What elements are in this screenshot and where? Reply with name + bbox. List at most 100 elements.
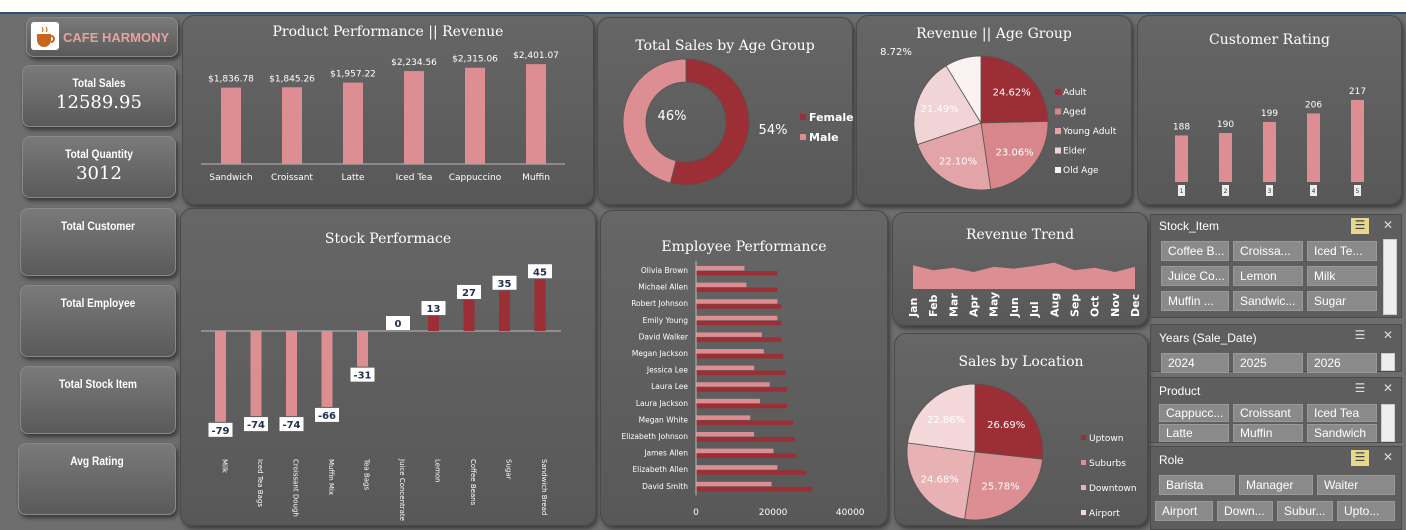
slice-label: 21.49% — [921, 104, 959, 115]
data-label: 0 — [395, 319, 402, 330]
bar — [343, 82, 363, 164]
tick-label: 4 — [1312, 188, 1316, 195]
pie-slice — [974, 383, 1044, 460]
clear-filter-icon[interactable]: ✕ — [1382, 328, 1394, 342]
slicer-item[interactable]: Iced Tea — [1307, 404, 1377, 422]
legend-swatch — [1055, 128, 1061, 134]
coffee-cup-icon — [31, 22, 59, 50]
data-label-box — [350, 367, 375, 382]
kpi-total-stock-item: Total Stock Item — [20, 366, 176, 434]
clear-filter-icon[interactable]: ✕ — [1382, 381, 1394, 395]
multi-select-icon[interactable]: ☰ — [1354, 328, 1366, 342]
slicer-item[interactable]: Subur... — [1277, 501, 1333, 521]
age-sales-card: Total Sales by Age Group 54% 46% Female Mal… — [597, 17, 854, 205]
revenue-trend-card: Revenue Trend Jan Feb Mar Apr May Jun Jul Aug Se… — [892, 212, 1148, 326]
tick-label: Nov — [1109, 292, 1122, 317]
pie-slice — [622, 58, 687, 184]
slicer-item[interactable]: Sugar — [1307, 291, 1377, 311]
legend-swatch — [1081, 485, 1086, 490]
slicer-title: Role — [1159, 453, 1184, 467]
tick-label: 2 — [1224, 188, 1228, 195]
slicer-item[interactable]: Coffee B... — [1161, 241, 1229, 261]
slicer-item[interactable]: Milk — [1307, 266, 1377, 286]
slicer-item[interactable]: Croissant — [1233, 404, 1303, 422]
slicer-item[interactable]: Latte — [1159, 424, 1229, 442]
slicer-item[interactable]: Cappucc... — [1159, 404, 1229, 422]
tick-label: Croissant Dough — [292, 459, 300, 517]
bar — [321, 331, 333, 407]
slicer-item[interactable]: Muffin — [1233, 424, 1303, 442]
data-label: -74 — [282, 420, 300, 431]
slicer-item[interactable]: Sandwic... — [1233, 291, 1303, 311]
multi-select-icon[interactable]: ☰ — [1351, 218, 1369, 234]
slicer-item[interactable]: Upto... — [1337, 501, 1395, 521]
pie-slice — [964, 451, 1044, 521]
bar-series-2 — [696, 304, 782, 309]
slicer-item[interactable]: Waiter — [1317, 475, 1395, 495]
tick-label: Coffee Beans — [469, 459, 477, 506]
kpi-total-customer: Total Customer — [20, 208, 176, 276]
legend-swatch — [800, 134, 806, 140]
clear-filter-icon[interactable]: ✕ — [1382, 450, 1394, 464]
tick-label: Iced Tea — [396, 173, 433, 183]
slicer-item[interactable]: Manager — [1239, 475, 1313, 495]
slicer-scrollbar[interactable] — [1383, 239, 1397, 315]
legend-label: Adult — [1063, 88, 1087, 98]
tick-label: Mar — [947, 293, 960, 317]
data-label: 188 — [1173, 122, 1190, 132]
slicer-item[interactable]: Juice Co... — [1161, 266, 1229, 286]
slicer-item[interactable]: 2026 — [1307, 353, 1377, 373]
slicer-product[interactable]: Product ☰ ✕ Cappucc... Croissant Iced Te… — [1150, 377, 1402, 443]
tick-label: 40000 — [836, 508, 865, 518]
bar-series-2 — [696, 420, 793, 425]
slicer-scrollbar[interactable] — [1381, 353, 1395, 371]
slicer-years[interactable]: Years (Sale_Date) ☰ ✕ 2024 2025 2026 — [1150, 324, 1402, 373]
slice-label: 22.10% — [939, 157, 977, 168]
slicer-item[interactable]: Airport — [1155, 501, 1213, 521]
slicer-item[interactable]: Croissa... — [1233, 241, 1303, 261]
slicer-role[interactable]: Role ☰ ✕ Barista Manager Waiter Airport … — [1150, 446, 1402, 530]
slicer-stock-item[interactable]: Stock_Item ☰ ✕ Coffee B... Croissa... Ic… — [1150, 214, 1402, 318]
data-label-box — [208, 422, 233, 437]
data-label-box — [386, 316, 410, 330]
kpi-value: 3012 — [76, 163, 122, 184]
category-label: Jessica Lee — [646, 366, 688, 375]
pie-slice — [917, 122, 992, 191]
slicer-item[interactable]: 2024 — [1161, 353, 1229, 373]
stock-performance-card: Stock Performace -79 Milk -74 Iced Tea Bags… — [180, 208, 596, 526]
slicer-item[interactable]: Barista — [1159, 475, 1235, 495]
category-label: David Smith — [642, 482, 688, 491]
data-label-box — [244, 417, 268, 432]
bar — [1307, 113, 1320, 182]
bar — [221, 87, 241, 164]
bar-series-1 — [696, 398, 760, 404]
multi-select-icon[interactable]: ☰ — [1354, 381, 1366, 395]
slicer-scrollbar[interactable] — [1381, 404, 1395, 442]
multi-select-icon[interactable]: ☰ — [1351, 450, 1369, 466]
data-label-box — [528, 264, 552, 279]
data-label: $1,836.78 — [208, 75, 254, 85]
pie-slice — [906, 442, 976, 520]
category-label: Elizabeth Johnson — [622, 432, 689, 441]
slicer-item[interactable]: Down... — [1217, 501, 1273, 521]
data-label: 27 — [462, 288, 476, 299]
kpi-label: Total Sales — [72, 76, 126, 90]
slicer-item[interactable]: Lemon — [1233, 266, 1303, 286]
tick-label: May — [988, 292, 1001, 317]
data-label: -31 — [353, 371, 371, 382]
slicer-item[interactable]: Muffin ... — [1161, 291, 1229, 311]
age-sales-donut: 54% 46% Female Male — [622, 58, 854, 186]
bar-series-1 — [696, 465, 778, 470]
bar-series-1 — [696, 332, 762, 337]
slicer-item[interactable]: 2025 — [1233, 353, 1303, 373]
slicer-item[interactable]: Sandwich — [1307, 424, 1377, 442]
legend-swatch — [1055, 147, 1061, 154]
slicer-item[interactable]: Iced Te... — [1307, 241, 1377, 261]
area-fill — [913, 262, 1135, 289]
category-label: Laura Lee — [651, 382, 688, 391]
data-label: -79 — [211, 426, 229, 437]
clear-filter-icon[interactable]: ✕ — [1382, 218, 1394, 232]
bar-series-2 — [696, 453, 797, 459]
tick-label: Latte — [341, 173, 365, 183]
bar-series-1 — [696, 365, 755, 371]
